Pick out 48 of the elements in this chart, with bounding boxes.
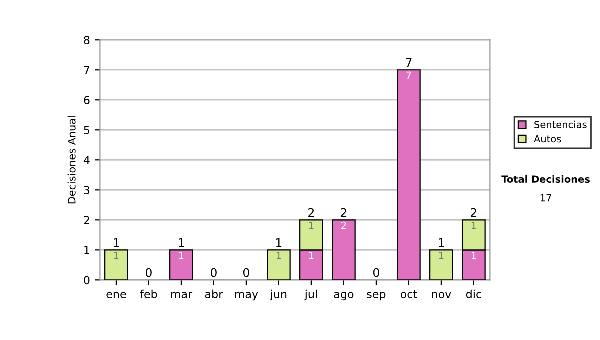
x-tick-label: jul [304, 290, 318, 301]
data-label: 1 [179, 252, 184, 260]
total-label: 1 [438, 238, 444, 248]
total-label: 7 [406, 58, 412, 68]
total-label: 0 [146, 268, 152, 278]
total-label: 1 [178, 238, 184, 248]
total-label: 2 [471, 208, 477, 218]
data-label: 1 [309, 222, 314, 230]
data-label: 1 [276, 252, 282, 260]
x-tick-label: nov [432, 292, 452, 298]
y-tick-label: 4 [84, 156, 90, 164]
y-tick-label: 0 [84, 276, 90, 285]
y-tick-label: 8 [84, 36, 90, 44]
text: Total Decisiones [502, 175, 590, 184]
x-tick-label: feb [140, 290, 158, 298]
x-tick-label: oct [400, 290, 418, 298]
x-tick-label: ago [334, 292, 354, 301]
y-tick-label: 6 [84, 96, 90, 105]
y-tick-label: 7 [84, 66, 90, 74]
legend-label: Sentencias [534, 120, 587, 128]
data-label: 7 [406, 72, 412, 80]
total-label: 1 [114, 238, 120, 248]
x-tick-label: mar [171, 292, 193, 298]
data-label: 1 [309, 252, 314, 260]
x-tick-label: dic [466, 290, 482, 298]
x-tick-label: may [235, 292, 258, 301]
text: 17 [540, 194, 552, 202]
total-label: 0 [243, 268, 250, 278]
data-label: 1 [114, 252, 119, 260]
x-tick-label: ene [106, 292, 126, 298]
total-label: 0 [210, 268, 217, 278]
legend-label: Autos [534, 135, 562, 143]
y-tick-label: 3 [84, 186, 90, 195]
total-label: 2 [341, 208, 347, 218]
total-label: 1 [276, 238, 282, 248]
y-tick-label: 1 [84, 246, 90, 254]
x-tick-label: sep [367, 292, 386, 301]
data-label: 1 [472, 252, 476, 260]
y-tick-label: 5 [84, 126, 90, 135]
total-label: 2 [308, 208, 314, 218]
x-tick-label: abr [205, 290, 224, 298]
total-label: 0 [373, 268, 380, 278]
x-tick-label: jun [270, 290, 287, 301]
y-tick-label: 2 [84, 216, 90, 224]
data-label: 2 [342, 222, 346, 230]
y-axis-title: Decisiones Anual [68, 116, 76, 204]
data-label: 1 [472, 222, 476, 230]
data-label: 1 [439, 252, 444, 260]
